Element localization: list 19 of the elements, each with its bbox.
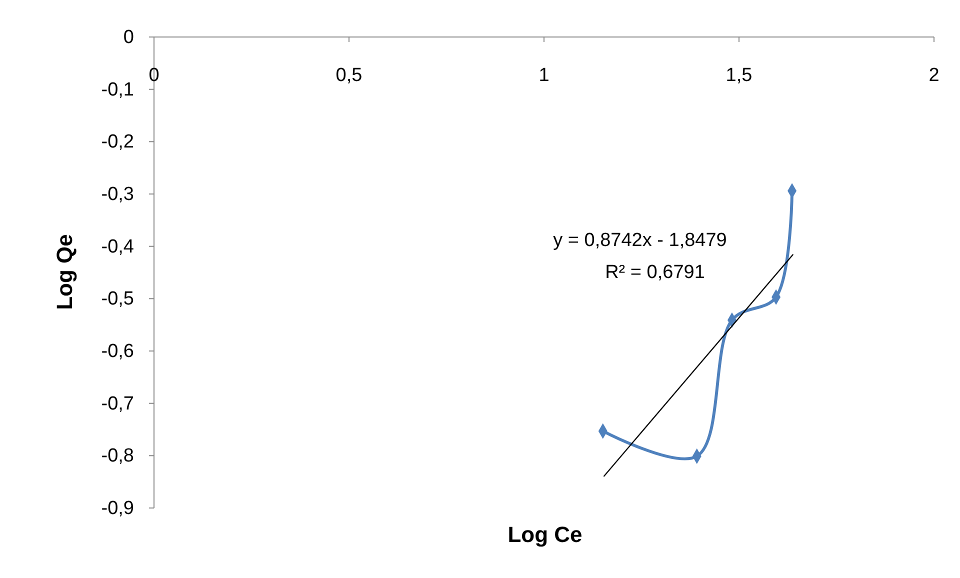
x-axis-title: Log Ce [508, 522, 582, 547]
y-tick-label: -0,4 [101, 236, 134, 258]
x-tick-label: 0,5 [336, 65, 362, 86]
y-tick-label: -0,3 [101, 184, 134, 205]
x-tick-label: 1,5 [726, 65, 752, 86]
x-tick-label: 2 [928, 65, 940, 86]
annotation: y = 0,8742x - 1,8479 [553, 230, 727, 251]
y-tick-label: -0,7 [101, 393, 134, 414]
y-tick-label: 0 [123, 27, 134, 48]
y-tick-label: -0,6 [101, 341, 134, 362]
y-tick-label: -0,8 [101, 446, 134, 467]
y-tick-label: -0,2 [101, 132, 134, 153]
y-tick-label: -0,9 [101, 498, 134, 519]
y-tick-label: -0,1 [101, 79, 134, 100]
y-tick-label: -0,5 [101, 288, 134, 310]
y-axis-title: Log Qe [52, 234, 77, 310]
x-tick-label: 1 [538, 65, 550, 86]
annotation: R² = 0,6791 [605, 262, 705, 283]
x-tick-label: 0 [148, 65, 160, 86]
